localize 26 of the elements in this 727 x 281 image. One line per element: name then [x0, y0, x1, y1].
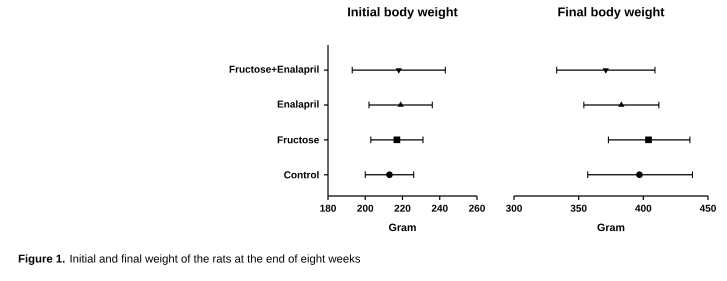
x-tick-label: 220: [394, 204, 410, 212]
x-tick-label: 200: [357, 204, 374, 212]
text: Figure 1. Initial and final weight of the rats at the end of eight weeks: [18, 254, 360, 265]
point: [398, 102, 404, 107]
x-axis-title: Gram: [389, 224, 416, 232]
y-tick-label: Fructose+Enalapril: [230, 65, 319, 75]
x-axis-title: Gram: [598, 224, 624, 232]
y-tick-label: Enalapril: [278, 100, 319, 110]
point: [602, 68, 609, 74]
x-tick-label: 300: [506, 204, 522, 212]
point: [396, 68, 402, 74]
x-tick-label: 450: [700, 204, 716, 212]
chart-title: Final body weight: [558, 7, 664, 19]
x-tick-label: 240: [432, 204, 448, 212]
point: [386, 171, 393, 178]
chart-title: Initial body weight: [348, 7, 458, 19]
point: [394, 136, 400, 144]
y-tick-label: Control: [284, 171, 319, 178]
x-tick-label: 180: [320, 204, 336, 212]
x-tick-label: 400: [635, 204, 652, 212]
x-tick-label: 350: [570, 204, 587, 212]
point: [636, 171, 643, 178]
point: [618, 102, 624, 107]
point: [645, 136, 652, 144]
y-tick-label: Fructose: [278, 136, 319, 144]
x-tick-label: 260: [469, 204, 485, 212]
